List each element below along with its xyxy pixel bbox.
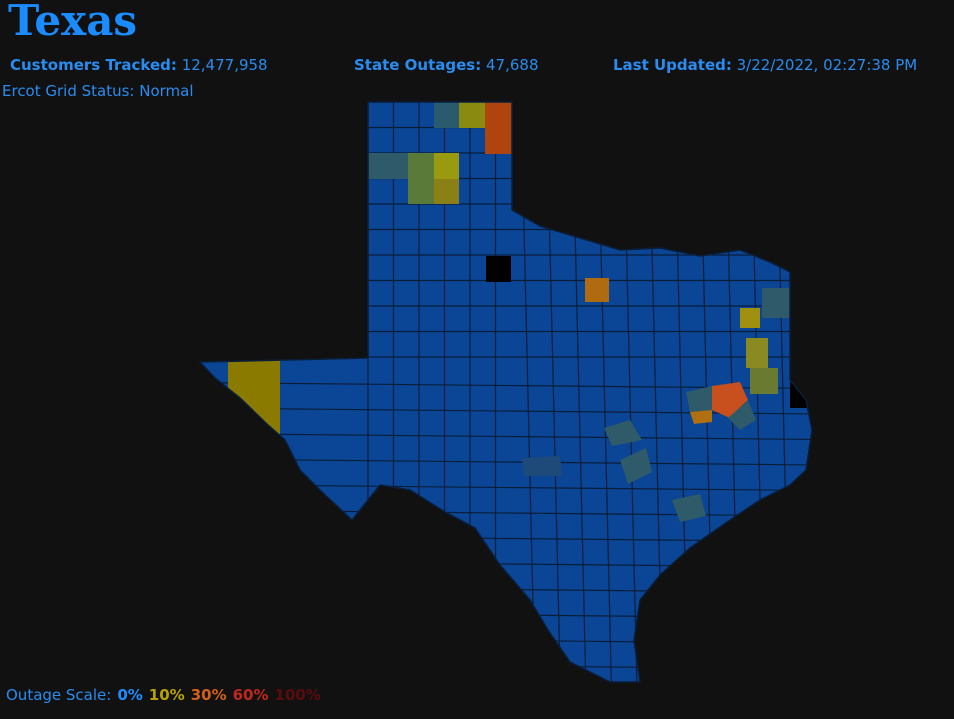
stat-label: State Outages: (354, 56, 482, 74)
title: Texas (8, 0, 138, 45)
legend: Outage Scale: 0% 10% 30% 60% 100% (6, 686, 321, 704)
county (522, 456, 562, 476)
county (486, 256, 511, 282)
county (585, 278, 609, 302)
stat-label: Customers Tracked: (10, 56, 177, 74)
legend-item: 60% (232, 686, 269, 704)
county (686, 386, 712, 412)
legend-item: 30% (190, 686, 227, 704)
stat-value: 12,477,958 (181, 56, 268, 74)
county (728, 400, 756, 430)
county (408, 153, 434, 179)
grid-status: Ercot Grid Status: Normal (2, 82, 194, 100)
county (434, 102, 459, 128)
county (408, 179, 434, 204)
legend-label: Outage Scale: (6, 686, 112, 704)
county (620, 448, 652, 484)
county-border (200, 407, 812, 415)
county (790, 382, 812, 408)
county-border (200, 585, 812, 594)
county (434, 153, 459, 179)
county-border (200, 662, 812, 670)
county (459, 102, 485, 128)
county (750, 368, 778, 394)
county (690, 410, 712, 424)
stat-value: 3/22/2022, 02:27:38 PM (736, 56, 918, 74)
county (762, 288, 790, 318)
stat-label: Last Updated: (613, 56, 732, 74)
county (672, 494, 706, 522)
county-border (200, 432, 812, 441)
stat: Customers Tracked: 12,477,958 (10, 56, 268, 74)
stat: State Outages: 47,688 (354, 56, 539, 74)
county-border (200, 636, 812, 645)
county (434, 179, 459, 204)
county (740, 308, 760, 328)
county (228, 360, 280, 434)
county (485, 102, 512, 154)
stat-value: 47,688 (486, 56, 539, 74)
county (604, 420, 642, 446)
stat: Last Updated: 3/22/2022, 02:27:38 PM (613, 56, 917, 74)
county (746, 338, 768, 368)
county (368, 153, 408, 179)
county-border (200, 611, 812, 619)
legend-item: 0% (117, 686, 143, 704)
legend-item: 10% (148, 686, 185, 704)
legend-item: 100% (274, 686, 321, 704)
